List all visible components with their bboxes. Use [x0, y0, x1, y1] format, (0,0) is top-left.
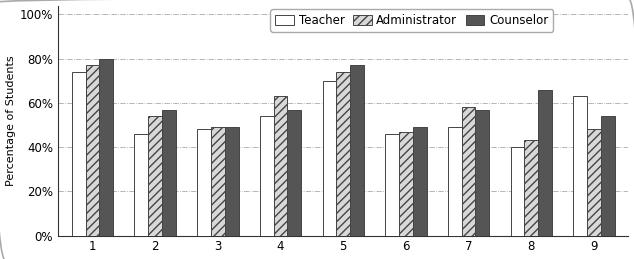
Bar: [287, 110, 301, 236]
Bar: [86, 65, 100, 236]
Bar: [274, 96, 287, 236]
Bar: [197, 130, 211, 236]
Bar: [601, 116, 614, 236]
Bar: [211, 127, 224, 236]
Bar: [524, 140, 538, 236]
Bar: [162, 110, 176, 236]
Bar: [260, 116, 274, 236]
Bar: [134, 134, 148, 236]
Bar: [510, 147, 524, 236]
Bar: [462, 107, 476, 236]
Bar: [573, 96, 587, 236]
Bar: [399, 132, 413, 236]
Bar: [538, 90, 552, 236]
Bar: [448, 127, 462, 236]
Bar: [413, 127, 427, 236]
Legend: Teacher, Administrator, Counselor: Teacher, Administrator, Counselor: [270, 9, 553, 32]
Bar: [350, 65, 364, 236]
Bar: [476, 110, 489, 236]
Bar: [336, 72, 350, 236]
Bar: [148, 116, 162, 236]
Bar: [323, 81, 336, 236]
Bar: [224, 127, 238, 236]
Bar: [100, 59, 113, 236]
Bar: [587, 130, 601, 236]
Bar: [385, 134, 399, 236]
Y-axis label: Percentage of Students: Percentage of Students: [6, 55, 16, 186]
Bar: [72, 72, 86, 236]
